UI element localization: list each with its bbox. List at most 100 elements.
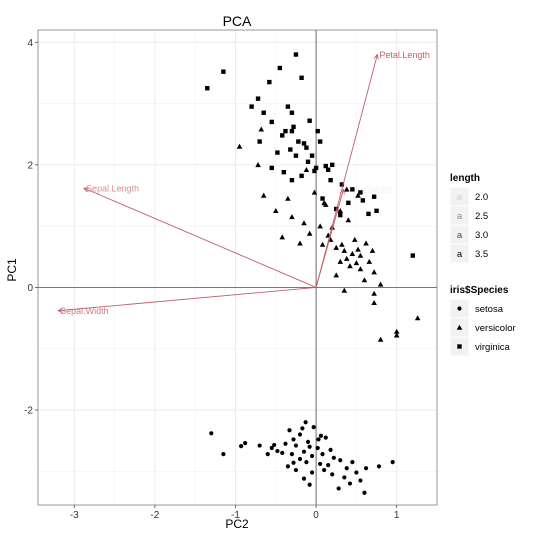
point-virginica (277, 65, 283, 71)
point-versicolor (363, 240, 369, 246)
vector-line (58, 286, 317, 312)
point-versicolor (333, 244, 340, 250)
point-versicolor (361, 277, 368, 283)
legend-length-label: 2.5 (475, 211, 488, 222)
point-virginica (309, 153, 315, 158)
legend-length-label: 3.0 (475, 230, 488, 241)
point-versicolor (353, 260, 360, 266)
y-tick-label: 4 (27, 38, 33, 49)
point-versicolor (345, 217, 352, 223)
y-tick-label: -2 (24, 406, 33, 417)
vector-arrowhead (57, 307, 63, 313)
point-setosa (328, 447, 333, 452)
point-virginica (360, 198, 366, 203)
point-versicolor (255, 162, 261, 168)
point-setosa (221, 452, 226, 457)
point-versicolor (341, 247, 348, 253)
point-virginica (328, 177, 333, 183)
point-versicolor (311, 189, 318, 195)
point-virginica (338, 212, 343, 218)
point-setosa (269, 445, 274, 451)
point-versicolor (355, 192, 361, 198)
point-setosa (363, 466, 369, 471)
point-setosa (338, 458, 343, 463)
point-versicolor (272, 208, 279, 214)
point-virginica (221, 69, 226, 74)
point-setosa (291, 437, 296, 442)
point-setosa (305, 439, 311, 444)
point-virginica (280, 133, 285, 138)
point-virginica (313, 165, 319, 171)
point-setosa (257, 443, 262, 448)
plot-panel-border (37, 29, 438, 506)
point-virginica (366, 211, 371, 217)
point-virginica (255, 96, 261, 101)
point-virginica (289, 110, 295, 115)
point-versicolor (322, 201, 329, 207)
point-setosa (291, 460, 296, 465)
point-virginica (285, 104, 291, 109)
point-setosa (347, 481, 353, 486)
point-setosa (320, 452, 325, 457)
x-tick-label: 0 (313, 510, 319, 521)
legend-species-symbol (457, 344, 462, 349)
point-versicolor (371, 290, 377, 296)
point-setosa (344, 466, 349, 471)
legend-length-key-glyph: a (457, 230, 463, 241)
point-versicolor (301, 220, 307, 226)
point-setosa (275, 448, 280, 454)
point-virginica (296, 139, 301, 144)
point-setosa (315, 445, 320, 451)
point-versicolor (236, 143, 243, 149)
point-virginica (315, 128, 320, 134)
point-virginica (410, 253, 416, 258)
point-virginica (312, 168, 317, 174)
point-setosa (330, 472, 335, 477)
loading-vectors: Petal.Length Sepal.Length Sepal.Width Petal… (57, 50, 430, 316)
point-virginica (330, 162, 335, 168)
point-versicolor (369, 247, 376, 253)
point-versicolor (351, 236, 358, 242)
point-setosa (265, 452, 270, 457)
point-versicolor (347, 263, 353, 269)
y-tick-label: 0 (27, 283, 33, 294)
vector-line (83, 187, 317, 288)
point-setosa (283, 441, 288, 446)
series-virginica (205, 52, 416, 258)
point-virginica (269, 165, 274, 171)
point-setosa (301, 449, 307, 454)
point-setosa (316, 437, 321, 442)
point-setosa (331, 455, 336, 460)
point-setosa (311, 425, 316, 430)
point-versicolor (414, 315, 421, 321)
point-setosa (318, 461, 323, 467)
legend-length-key (449, 243, 470, 264)
point-virginica (320, 196, 325, 201)
legend-length-key-glyph: a (457, 249, 463, 260)
point-setosa (209, 431, 214, 436)
point-setosa (301, 476, 307, 481)
data-points (205, 52, 421, 495)
x-axis-title: PC2 (225, 517, 249, 531)
point-setosa (390, 459, 395, 465)
point-versicolor (317, 223, 323, 229)
point-virginica (358, 190, 363, 195)
point-setosa (318, 433, 324, 438)
point-virginica (289, 177, 295, 183)
point-versicolor (341, 287, 348, 293)
point-setosa (354, 470, 359, 475)
point-virginica (288, 147, 293, 152)
point-versicolor (337, 208, 344, 214)
vector-arrowhead (373, 53, 379, 60)
point-virginica (339, 182, 345, 187)
point-virginica (257, 139, 262, 144)
legend-length-key-glyph: a (457, 211, 463, 222)
point-setosa (309, 470, 315, 475)
legend-length: length a 2.0 a 2.5 a 3.0 a 3.5 (449, 173, 488, 264)
point-virginica (334, 206, 339, 212)
point-versicolor (357, 252, 364, 258)
legend-length-key-glyph: a (457, 192, 463, 203)
legend-length-label: 3.5 (475, 249, 488, 260)
point-setosa (293, 443, 299, 448)
point-setosa (303, 420, 308, 425)
